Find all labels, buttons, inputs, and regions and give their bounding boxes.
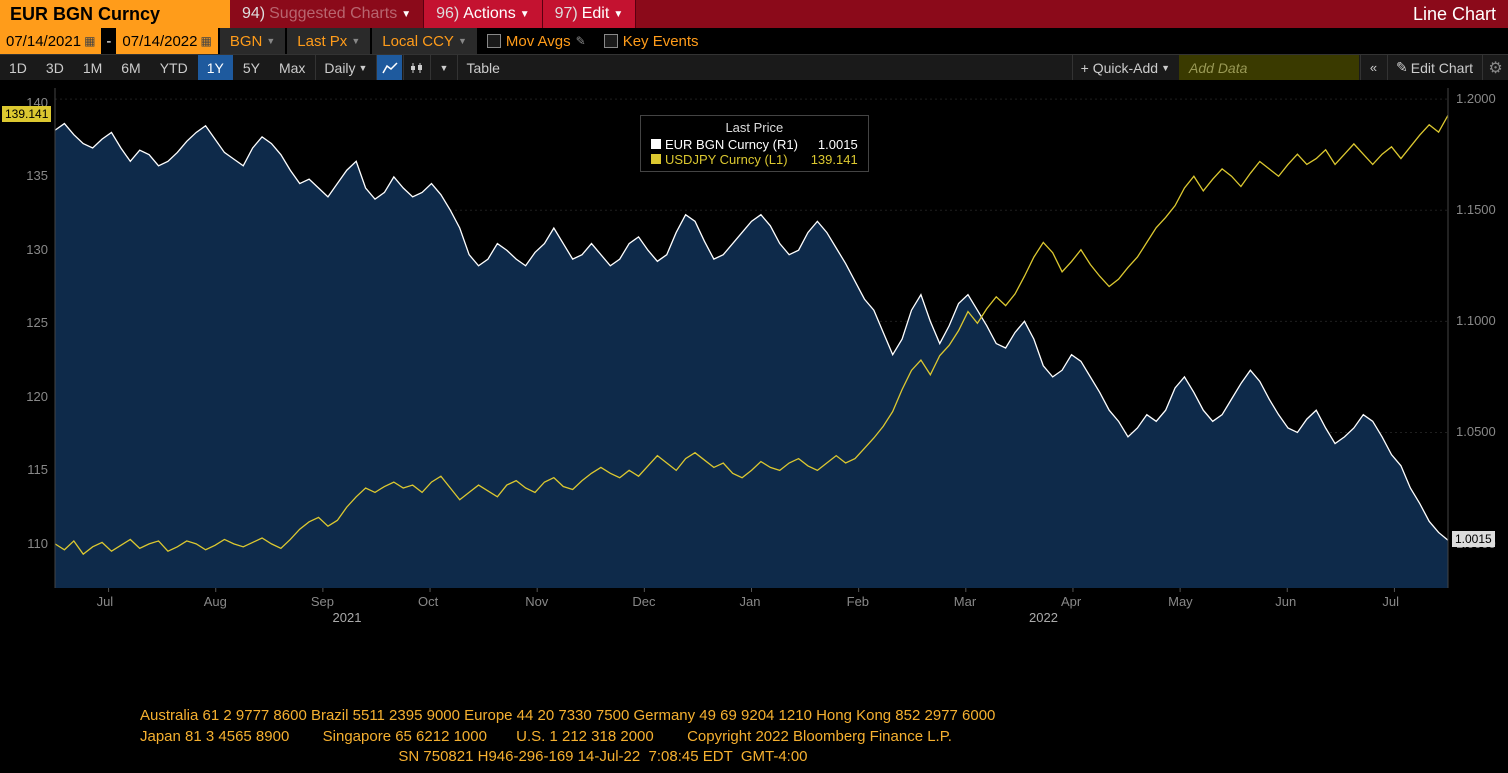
chevron-down-icon: ▼: [458, 36, 467, 46]
current-value-left: 139.141: [2, 106, 51, 122]
select-value: Local CCY: [382, 33, 454, 50]
edit-chart-button[interactable]: ✎ Edit Chart: [1387, 55, 1481, 80]
date-value: 07/14/2021: [6, 33, 81, 50]
checkbox-icon: [487, 34, 501, 48]
gear-icon[interactable]: ⚙: [1482, 55, 1508, 80]
range-ytd-button[interactable]: YTD: [151, 55, 197, 80]
footer-line: Australia 61 2 9777 8600 Brazil 5511 239…: [140, 706, 1508, 726]
x-axis-month: Jun: [1275, 594, 1296, 609]
y-axis-right-tick: 1.1500: [1456, 202, 1496, 217]
ccy-select[interactable]: Local CCY ▼: [372, 28, 477, 54]
legend-row: USDJPY Curncy (L1)139.141: [651, 152, 858, 167]
edit-button[interactable]: 97) Edit ▼: [543, 0, 637, 28]
suggested-charts-button[interactable]: 94) Suggested Charts ▼: [230, 0, 424, 28]
range-1d-button[interactable]: 1D: [0, 55, 36, 80]
pencil-icon[interactable]: ✎: [576, 34, 586, 48]
y-axis-left-tick: 125: [6, 315, 48, 330]
date-separator: -: [103, 28, 114, 54]
range-6m-button[interactable]: 6M: [112, 55, 149, 80]
y-axis-left-tick: 120: [6, 389, 48, 404]
range-1m-button[interactable]: 1M: [74, 55, 111, 80]
y-axis-right-tick: 1.2000: [1456, 91, 1496, 106]
chevron-down-icon: ▼: [401, 9, 411, 20]
menu-num: 94): [242, 5, 265, 23]
x-axis-month: Jul: [97, 594, 114, 609]
top-bar: EUR BGN Curncy 94) Suggested Charts ▼ 96…: [0, 0, 1508, 28]
toggle-label: Mov Avgs: [506, 33, 571, 50]
toolbar: 1D3D1M6MYTD1Y5YMaxDaily ▼ ▼Table + Quick-A…: [0, 54, 1508, 80]
range-5y-button[interactable]: 5Y: [234, 55, 269, 80]
legend-title: Last Price: [651, 120, 858, 135]
legend-row: EUR BGN Curncy (R1)1.0015: [651, 137, 858, 152]
x-axis-month: Sep: [311, 594, 334, 609]
x-axis-month: Aug: [204, 594, 227, 609]
price-field-select[interactable]: Last Px ▼: [287, 28, 370, 54]
calendar-icon: ▦: [84, 34, 95, 48]
footer: Australia 61 2 9777 8600 Brazil 5511 239…: [0, 702, 1508, 773]
collapse-icon[interactable]: «: [1360, 55, 1386, 80]
y-axis-left-tick: 130: [6, 242, 48, 257]
x-axis-month: Jul: [1382, 594, 1399, 609]
menu-num: 97): [555, 5, 578, 23]
range-max-button[interactable]: Max: [270, 55, 314, 80]
menu-num: 96): [436, 5, 459, 23]
table-button[interactable]: Table: [457, 55, 507, 80]
chart-area[interactable]: Last Price EUR BGN Curncy (R1)1.0015USDJ…: [0, 80, 1508, 655]
footer-line: Japan 81 3 4565 8900 Singapore 65 6212 1…: [140, 727, 1508, 747]
candlestick-icon[interactable]: [403, 55, 429, 80]
chevron-down-icon: ▼: [613, 9, 623, 20]
chevron-down-icon: ▼: [520, 9, 530, 20]
frequency-select[interactable]: Daily ▼: [315, 55, 375, 80]
select-value: Last Px: [297, 33, 347, 50]
range-3d-button[interactable]: 3D: [37, 55, 73, 80]
quick-add-button[interactable]: + Quick-Add ▼: [1072, 55, 1178, 80]
date-to-input[interactable]: 07/14/2022 ▦: [116, 28, 217, 54]
x-axis-month: Oct: [418, 594, 438, 609]
x-axis-month: Nov: [525, 594, 548, 609]
x-axis-year: 2021: [333, 610, 362, 625]
x-axis-month: Dec: [632, 594, 655, 609]
x-axis-month: Jan: [740, 594, 761, 609]
mov-avgs-toggle[interactable]: Mov Avgs ✎: [479, 28, 594, 54]
footer-line: SN 750821 H946-296-169 14-Jul-22 7:08:45…: [140, 747, 1508, 767]
ticker-input[interactable]: EUR BGN Curncy: [0, 0, 230, 28]
date-from-input[interactable]: 07/14/2021 ▦: [0, 28, 101, 54]
key-events-toggle[interactable]: Key Events: [596, 28, 707, 54]
x-axis-year: 2022: [1029, 610, 1058, 625]
x-axis-month: May: [1168, 594, 1193, 609]
actions-button[interactable]: 96) Actions ▼: [424, 0, 543, 28]
date-value: 07/14/2022: [122, 33, 197, 50]
y-axis-right-tick: 1.0500: [1456, 424, 1496, 439]
range-1y-button[interactable]: 1Y: [198, 55, 233, 80]
legend: Last Price EUR BGN Curncy (R1)1.0015USDJ…: [640, 115, 869, 172]
chevron-down-icon: ▼: [351, 36, 360, 46]
menu-label: Edit: [582, 5, 610, 23]
x-axis-month: Mar: [954, 594, 976, 609]
checkbox-icon: [604, 34, 618, 48]
chevron-down-icon: ▼: [266, 36, 275, 46]
date-range-bar: 07/14/2021 ▦ - 07/14/2022 ▦ BGN ▼ Last P…: [0, 28, 1508, 54]
y-axis-right-tick: 1.1000: [1456, 313, 1496, 328]
toggle-label: Key Events: [623, 33, 699, 50]
x-axis-month: Feb: [847, 594, 869, 609]
line-chart-icon[interactable]: [376, 55, 402, 80]
source-select[interactable]: BGN ▼: [220, 28, 285, 54]
y-axis-left-tick: 110: [6, 536, 48, 551]
chart-style-dropdown[interactable]: ▼: [430, 55, 456, 80]
menu-label: Actions: [463, 5, 515, 23]
menu-label: Suggested Charts: [269, 5, 397, 23]
chart-type-label: Line Chart: [1401, 0, 1508, 28]
calendar-icon: ▦: [201, 34, 212, 48]
y-axis-left-tick: 135: [6, 168, 48, 183]
add-data-input[interactable]: Add Data: [1179, 55, 1359, 80]
y-axis-left-tick: 115: [6, 462, 48, 477]
current-value-right: 1.0015: [1452, 531, 1495, 547]
select-value: BGN: [230, 33, 263, 50]
x-axis-month: Apr: [1061, 594, 1081, 609]
